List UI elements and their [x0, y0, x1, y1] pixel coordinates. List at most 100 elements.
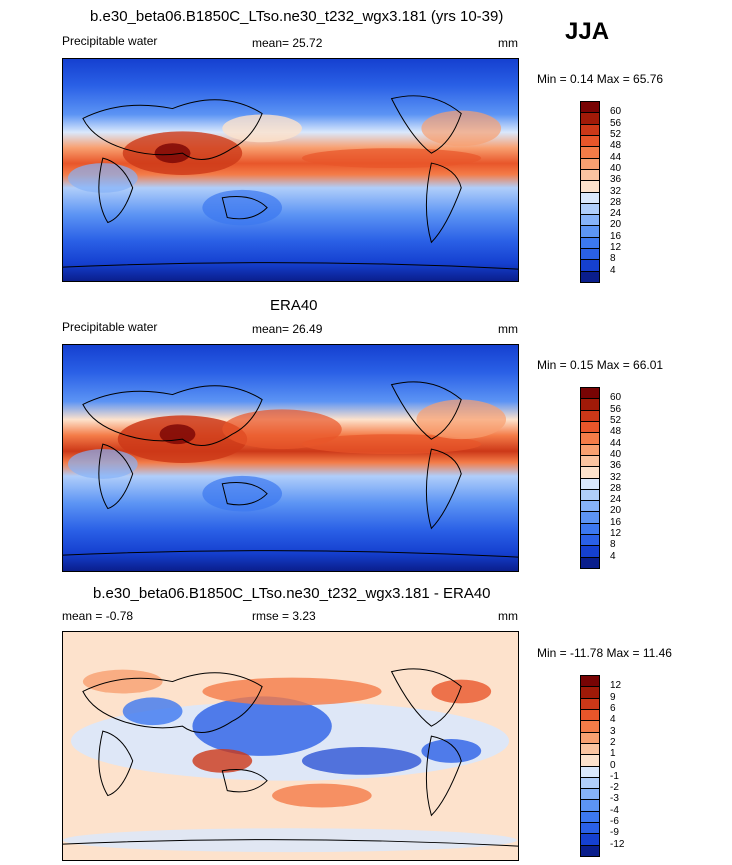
colorbar-tick-label: 20	[610, 505, 622, 517]
colorbar-tick-label: 24	[610, 494, 622, 506]
colorbar-segment	[580, 157, 600, 170]
colorbar-tick-label: -9	[610, 827, 619, 839]
colorbar-segment	[580, 776, 600, 790]
colorbar-tick-label: 12	[610, 680, 622, 692]
panel-3-rmse-label: rmse = 3.23	[252, 609, 316, 623]
colorbar-tick-label: 52	[610, 414, 622, 426]
colorbar-segment	[580, 810, 600, 824]
colorbar-tick-label: -3	[610, 793, 619, 805]
colorbar-segment	[580, 799, 600, 812]
panel-1-colorbar: 4 8 12 16 20 24 28 32 36 40 44 48 52 56 60	[580, 101, 621, 283]
panel-2-minmax: Min = 0.15 Max = 66.01	[537, 358, 664, 372]
colorbar-segment	[580, 454, 600, 468]
colorbar-segment	[580, 720, 600, 733]
panel-1-units: mm	[498, 36, 518, 50]
colorbar-tick-label: 8	[610, 253, 616, 265]
colorbar-tick-label: 0	[610, 759, 616, 771]
colorbar-segment	[580, 675, 600, 688]
season-label: JJA	[565, 18, 610, 45]
colorbar-segment	[580, 477, 600, 490]
colorbar-segment	[580, 742, 600, 756]
colorbar-segment	[580, 248, 600, 261]
colorbar-segment	[580, 708, 600, 722]
colorbar-tick-label: 32	[610, 471, 622, 483]
colorbar-tick-label: 48	[610, 426, 622, 438]
colorbar-tick-label: 40	[610, 162, 622, 174]
colorbar-tick-label: 4	[610, 264, 616, 276]
colorbar-segment	[580, 101, 600, 114]
colorbar-segment	[580, 225, 600, 238]
colorbar-segment	[580, 134, 600, 148]
colorbar-tick-label: 16	[610, 516, 622, 528]
colorbar-segment	[580, 511, 600, 524]
colorbar-segment	[580, 466, 600, 479]
colorbar-tick-label: 28	[610, 196, 622, 208]
colorbar-tick-label: 3	[610, 725, 616, 737]
panel-2-title: ERA40	[270, 297, 318, 314]
colorbar-segment	[580, 387, 600, 400]
colorbar-segment	[580, 259, 600, 272]
panel-2-variable-label: Precipitable water	[62, 320, 158, 334]
panel-2-map-graphic	[63, 345, 518, 571]
colorbar-tick-label: 16	[610, 230, 622, 242]
panel-3-title: b.e30_beta06.B1850C_LTso.ne30_t232_wgx3.…	[93, 585, 491, 602]
colorbar-segment	[580, 534, 600, 547]
colorbar-tick-label: 56	[610, 403, 622, 415]
colorbar-tick-label: 20	[610, 219, 622, 231]
colorbar-segment	[580, 731, 600, 744]
colorbar-segment	[580, 822, 600, 835]
colorbar-tick-label: -6	[610, 816, 619, 828]
colorbar-tick-label: 24	[610, 208, 622, 220]
panel-1-minmax: Min = 0.14 Max = 65.76	[537, 72, 664, 86]
panel-1-variable-label: Precipitable water	[62, 34, 158, 48]
colorbar-segment	[580, 146, 600, 159]
colorbar-segment	[580, 443, 600, 456]
colorbar-tick-label: -12	[610, 838, 625, 850]
panel-3-colorbar: -12 -9 -6 -4 -3 -2 -1 0 1 2 3 4 6 9 12	[580, 675, 624, 857]
colorbar-tick-label: 60	[610, 392, 622, 404]
colorbar-tick-label: 48	[610, 140, 622, 152]
panel-2-colorbar: 4 8 12 16 20 24 28 32 36 40 44 48 52 56 60	[580, 387, 621, 569]
colorbar-tick-label: 36	[610, 460, 622, 472]
colorbar-tick-label: -4	[610, 804, 619, 816]
panel-3-mean-label: mean = -0.78	[62, 609, 134, 623]
panel-3-minmax: Min = -11.78 Max = 11.46	[537, 646, 672, 660]
panel-2-mean-label: mean= 26.49	[252, 322, 323, 336]
colorbar-segment	[580, 765, 600, 778]
colorbar-tick-label: 4	[610, 550, 616, 562]
colorbar-segment	[580, 168, 600, 182]
colorbar-tick-label: -2	[610, 782, 619, 794]
colorbar-segment	[580, 398, 600, 411]
colorbar-segment	[580, 556, 600, 569]
colorbar-tick-label: 9	[610, 691, 616, 703]
colorbar-tick-label: 44	[610, 151, 622, 163]
colorbar-tick-label: 28	[610, 482, 622, 494]
colorbar-tick-label: 60	[610, 106, 622, 118]
colorbar-segment	[580, 788, 600, 801]
colorbar-tick-label: 40	[610, 448, 622, 460]
colorbar-segment	[580, 833, 600, 846]
colorbar-segment	[580, 522, 600, 536]
colorbar-segment	[580, 270, 600, 283]
colorbar-segment	[580, 180, 600, 193]
colorbar-segment	[580, 432, 600, 445]
colorbar-segment	[580, 214, 600, 227]
colorbar-tick-label: 1	[610, 748, 616, 760]
colorbar-tick-label: 6	[610, 702, 616, 714]
colorbar-tick-label: 36	[610, 174, 622, 186]
colorbar-segment	[580, 488, 600, 502]
colorbar-tick-label: 12	[610, 242, 622, 254]
panel-3-units: mm	[498, 609, 518, 623]
colorbar-segment	[580, 236, 600, 250]
panel-1-map-graphic	[63, 59, 518, 281]
colorbar-segment	[580, 202, 600, 216]
colorbar-tick-label: 12	[610, 528, 622, 540]
colorbar-tick-label: 56	[610, 117, 622, 129]
panel-1-mean-label: mean= 25.72	[252, 36, 323, 50]
colorbar-tick-label: 32	[610, 185, 622, 197]
panel-2-map	[62, 344, 519, 572]
colorbar-segment	[580, 123, 600, 136]
colorbar-tick-label: 44	[610, 437, 622, 449]
colorbar-segment	[580, 754, 600, 767]
panel-1-map	[62, 58, 519, 282]
